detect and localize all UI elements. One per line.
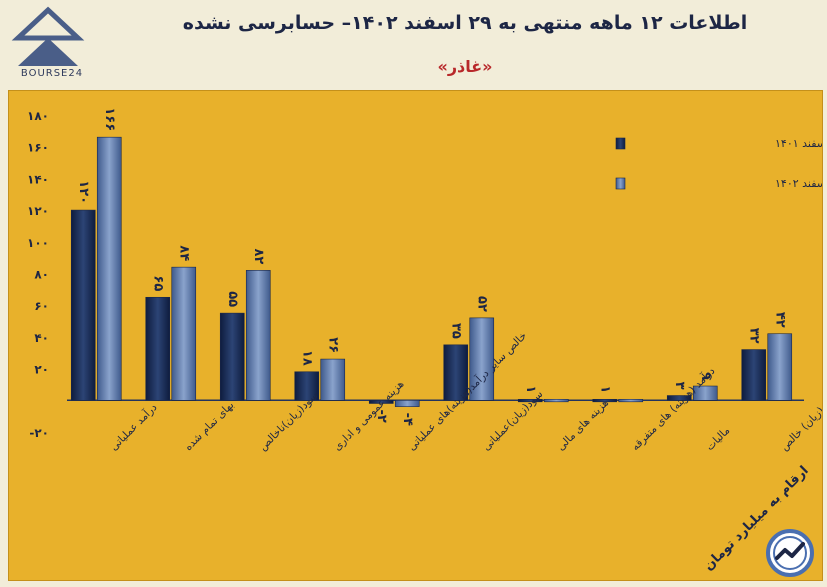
bar-s1-3 [294,371,320,401]
x-category-label: درآمد عملیاتی [107,401,160,454]
data-label: ۸۴ [176,245,191,261]
data-label: ۳۵ [448,323,463,339]
bar-s2-3 [320,358,346,401]
legend-label: عملکرد منتهی به اسفند ۱۴۰۱ [775,137,822,150]
x-category-label: مالیات [704,425,732,453]
bar-s2-8 [692,385,718,401]
data-label: -۴ [400,413,415,426]
bar-s1-0 [70,209,96,401]
bar-s1-5 [443,344,469,401]
data-label: -۲ [374,409,389,422]
logo-text: BOURSE24 [20,68,84,79]
page-title: اطلاعات ۱۲ ماهه منتهی به ۲۹ اسفند ۱۴۰۲– … [182,12,748,34]
page-subtitle: «غاذر» [437,57,493,76]
legend-label: عملکرد منتهی به اسفند ۱۴۰۲ [775,177,822,190]
data-label: ۲۶ [325,337,340,353]
bar-s1-2 [219,312,245,401]
data-label: ۴۲ [772,312,787,328]
bar-s1-4 [368,399,394,404]
data-label: ۱ [597,385,612,393]
legend: عملکرد منتهی به اسفند ۱۴۰۱ عملکرد منتهی ب… [615,137,822,190]
data-label: ۵۲ [474,296,489,312]
bar-s2-9 [767,333,793,401]
chart-panel: -۲۰ ۲۰ ۴۰ ۶۰ ۸۰ ۱۰۰ ۱۲۰ ۱۴۰ ۱۶۰ ۱۸۰ ۱۲۰ ۱۶۶ ۶۵ ۸۴ ۵۵ ۸… [8,90,823,581]
bar-chart: -۲۰ ۲۰ ۴۰ ۶۰ ۸۰ ۱۰۰ ۱۲۰ ۱۴۰ ۱۶۰ ۱۸۰ ۱۲۰ ۱۶۶ ۶۵ ۸۴ ۵۵ ۸… [27,107,822,573]
data-label: ۶۵ [150,275,165,291]
y-tick-label: ۸۰ [34,268,49,282]
data-label: ۱ [523,385,538,393]
y-tick-label: ۴۰ [34,331,49,345]
bar-s2-1 [171,266,197,401]
bar-s1-8 [666,395,692,401]
bar-s2-4 [394,399,420,407]
y-tick-label: ۱۴۰ [27,172,49,186]
y-tick-label: -۲۰ [29,426,49,440]
data-label: ۳۲ [746,328,761,344]
data-label: ۱۶۶ [102,107,117,131]
bar-s2-0 [96,136,122,401]
bar-s1-6 [517,398,543,403]
data-label: ۸۲ [251,248,266,264]
data-label: ۱۸ [299,350,314,366]
bourse24-logo [8,4,98,84]
legend-swatch [615,137,626,150]
y-tick-label: ۱۰۰ [27,236,49,250]
y-tick-label: ۱۸۰ [27,109,49,123]
x-category-label: درآمد (هزینه) های متفرقه [629,364,718,453]
x-category-label: هزینه های مالی [555,397,611,453]
bar-s1-7 [592,398,618,403]
bar-s2-6 [543,398,569,403]
x-category-label: بهای تمام شده [182,399,236,453]
bar-s1-9 [741,349,767,401]
data-label: ۱۲۰ [76,180,91,204]
bar-s2-5 [469,317,495,401]
y-tick-label: ۲۰ [34,363,49,377]
data-label: ۹ [698,372,713,380]
bar-s2-2 [245,270,271,401]
data-label: ۳ [672,382,687,390]
data-label: ۵۵ [225,291,240,307]
y-tick-label: ۱۶۰ [27,141,49,155]
legend-swatch [615,177,626,190]
brand-badge-icon [765,528,815,578]
y-tick-label: ۶۰ [34,299,49,313]
bar-s2-7 [618,398,644,403]
bar-s1-1 [145,296,171,401]
y-tick-label: ۱۲۰ [27,204,49,218]
